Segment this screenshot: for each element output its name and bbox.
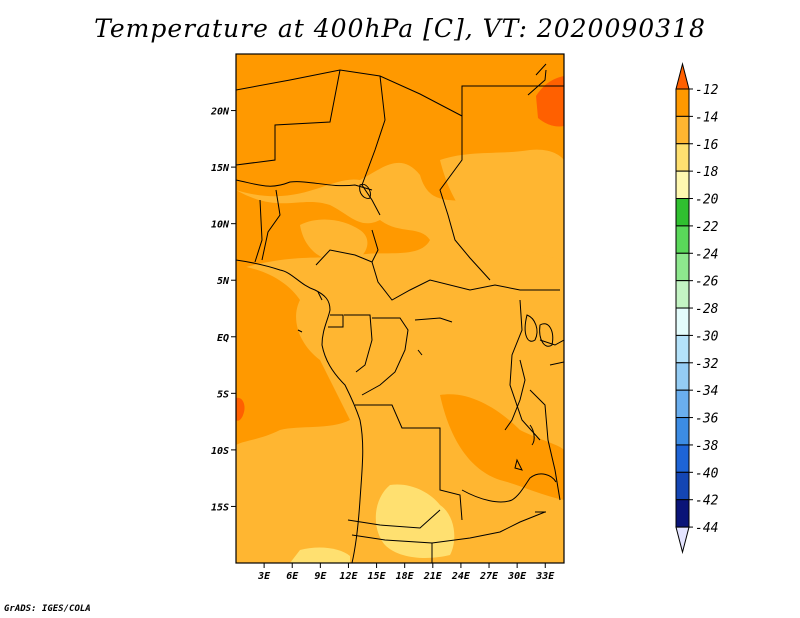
colorbar-label: -26 [695,275,719,290]
colorbar-label: -14 [695,110,718,125]
temperature-field [236,54,564,563]
colorbar-bottom-arrow [675,526,690,555]
colorbar-segment [675,198,690,227]
credit-text: GrADS: IGES/COLA [4,604,91,614]
colorbar-label: -18 [695,165,719,180]
colorbar-label: -44 [695,521,718,536]
lat-tick-label: 20N [210,107,230,118]
lon-tick-label: 30E [507,571,527,582]
colorbar-label: -34 [695,384,718,399]
colorbar-label: -40 [695,466,719,481]
map-frame [235,53,565,564]
longitude-axis: 3E 6E 9E 12E 15E 18E 21E 24E 27E 30E 33E [257,563,555,582]
lon-tick-label: 33E [535,571,555,582]
lat-tick-label: 10S [211,446,229,457]
lon-tick-label: 15E [368,571,387,582]
latitude-axis: 20N 15N 10N 5N EQ 5S 10S 15S [210,107,236,513]
lon-tick-label: 24E [451,571,471,582]
colorbar-segment [675,280,690,309]
colorbar-label: -16 [695,138,719,153]
colorbar-label: -36 [695,412,719,427]
lon-tick-label: 18E [396,571,415,582]
colorbar-label: -30 [695,329,719,344]
colorbar-segment [675,499,690,528]
lon-tick-label: 9E [314,571,327,582]
colorbar-label: -32 [695,357,719,372]
colorbar-segment [675,307,690,336]
colorbar-label: -22 [695,220,719,235]
map-title: Temperature at 400hPa [C], VT: 202009031… [94,14,706,43]
colorbar-segment [675,115,690,145]
colorbar-segment [675,252,690,282]
colorbar-segment [675,170,690,200]
lon-tick-label: 6E [286,571,299,582]
lat-tick-label: 5S [217,389,229,400]
colorbar-segment [675,362,690,391]
lon-tick-label: 12E [339,571,358,582]
lat-tick-label: 15N [211,163,230,174]
colorbar-segment [675,334,690,364]
colorbar-label: -12 [695,83,719,98]
lat-tick-label: 15S [211,502,229,513]
colorbar-segment [675,143,690,172]
colorbar: -12 -14 -16 -18 -20 -22 -24 -26 -28 -30 -32 -34 -36 -… [675,62,719,555]
colorbar-segment [675,88,690,117]
lat-tick-label: 10N [211,220,230,231]
colorbar-label: -42 [695,494,719,509]
colorbar-segment [675,225,690,254]
colorbar-segment [675,444,690,473]
colorbar-label: -20 [695,193,719,208]
lon-tick-label: 21E [423,571,443,582]
lon-tick-label: 27E [479,571,499,582]
colorbar-label: -24 [695,247,718,262]
colorbar-label: -28 [695,302,719,317]
colorbar-label: -38 [695,439,719,454]
colorbar-top-arrow [675,62,690,90]
lat-tick-label: 5N [217,276,230,287]
lat-tick-label: EQ [217,333,229,344]
colorbar-segment [675,471,690,501]
colorbar-segment [675,389,690,419]
colorbar-segment [675,417,690,446]
lon-tick-label: 3E [257,571,271,582]
boundary-lines [236,63,564,563]
